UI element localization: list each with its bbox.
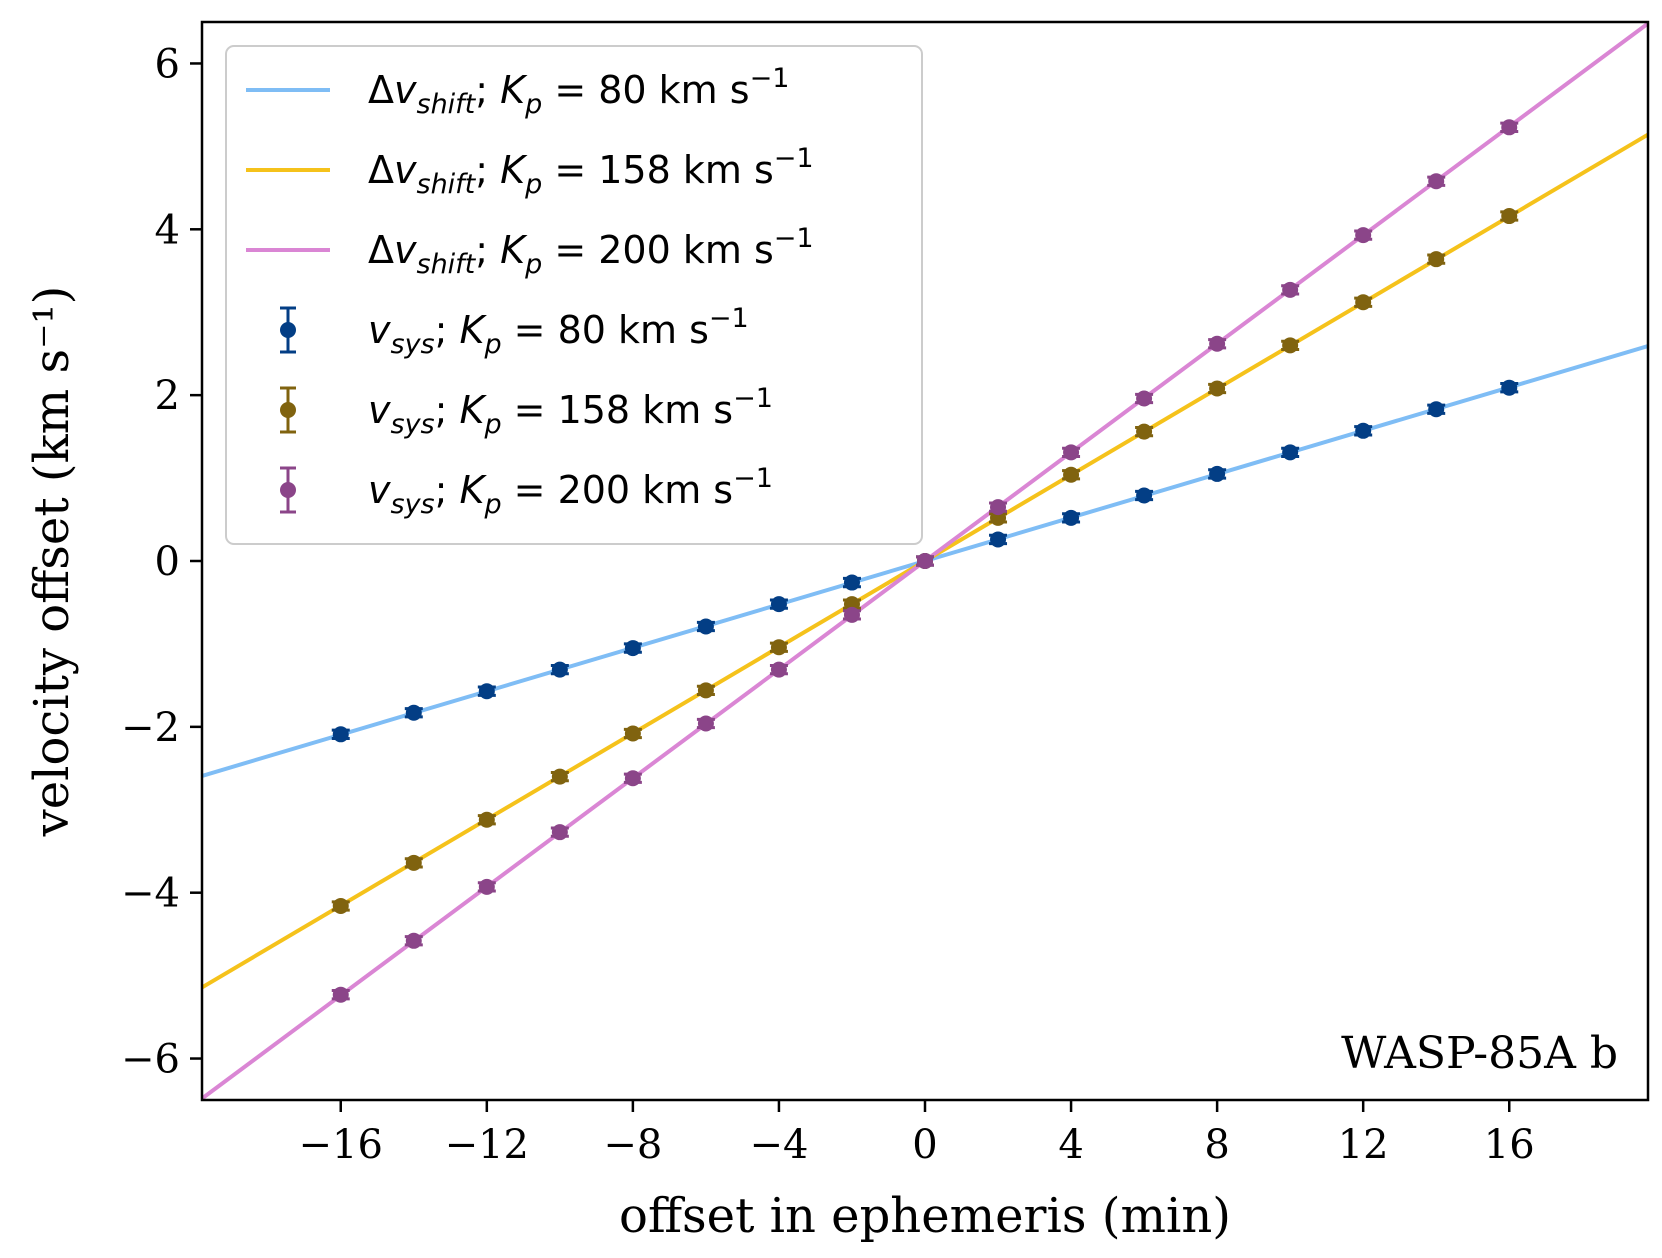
data-point bbox=[1427, 173, 1446, 190]
data-point bbox=[696, 682, 715, 699]
data-point bbox=[1208, 380, 1227, 397]
data-point bbox=[916, 553, 934, 569]
data-point bbox=[623, 770, 642, 787]
legend-entry: Δvshift; Kp = 80 km s−1 bbox=[246, 63, 789, 120]
data-point bbox=[1281, 444, 1300, 461]
data-point bbox=[1208, 335, 1227, 352]
y-tick-label: 6 bbox=[155, 41, 180, 87]
data-point bbox=[550, 661, 569, 678]
data-point bbox=[1500, 119, 1519, 136]
legend-label: Δvshift; Kp = 158 km s−1 bbox=[368, 143, 814, 200]
data-point bbox=[477, 878, 496, 895]
legend-label: Δvshift; Kp = 80 km s−1 bbox=[368, 63, 789, 120]
x-tick-label: −8 bbox=[603, 1122, 662, 1168]
data-point bbox=[623, 640, 642, 657]
planet-annotation: WASP-85A b bbox=[1341, 1028, 1618, 1079]
data-point bbox=[404, 854, 423, 871]
x-tick-label: −16 bbox=[299, 1122, 383, 1168]
x-tick-label: −4 bbox=[749, 1122, 808, 1168]
data-point bbox=[550, 768, 569, 785]
data-point bbox=[769, 661, 788, 678]
data-point bbox=[769, 596, 788, 613]
data-point bbox=[477, 811, 496, 828]
data-point bbox=[477, 683, 496, 700]
legend-entry: vsys; Kp = 158 km s−1 bbox=[280, 383, 773, 440]
data-point bbox=[331, 897, 350, 914]
data-point bbox=[331, 986, 350, 1003]
data-point bbox=[1062, 509, 1081, 526]
data-point bbox=[404, 704, 423, 721]
data-point bbox=[404, 932, 423, 949]
axis-ticks: −16 −12 −8 −4 0 4 8 12 16 −6 −4 −2 0 2 4 6 bbox=[121, 41, 1535, 1168]
y-tick-label: 4 bbox=[155, 207, 180, 253]
data-point bbox=[989, 499, 1008, 516]
x-tick-label: 12 bbox=[1338, 1122, 1389, 1168]
x-tick-label: −12 bbox=[445, 1122, 529, 1168]
legend-label: vsys; Kp = 158 km s−1 bbox=[368, 383, 773, 440]
data-point bbox=[623, 725, 642, 742]
legend-entry: vsys; Kp = 200 km s−1 bbox=[280, 463, 773, 520]
legend: Δvshift; Kp = 80 km s−1 Δvshift; Kp = 158… bbox=[225, 45, 923, 545]
x-axis-title: offset in ephemeris (min) bbox=[619, 1188, 1231, 1244]
data-point bbox=[1062, 466, 1081, 483]
legend-label: vsys; Kp = 80 km s−1 bbox=[368, 303, 749, 360]
legend-marker-swatch bbox=[280, 482, 296, 498]
data-point bbox=[1135, 423, 1154, 440]
x-tick-label: 16 bbox=[1484, 1122, 1535, 1168]
data-point bbox=[1427, 251, 1446, 268]
data-point bbox=[1500, 208, 1519, 225]
y-axis-title: velocity offset (km s⁻¹) bbox=[24, 286, 80, 838]
data-point bbox=[1281, 281, 1300, 298]
data-point bbox=[550, 824, 569, 841]
data-point bbox=[1354, 422, 1373, 439]
data-point bbox=[696, 618, 715, 635]
legend-box bbox=[225, 45, 923, 545]
data-point bbox=[1062, 444, 1081, 461]
data-point bbox=[331, 726, 350, 743]
data-point bbox=[1135, 487, 1154, 504]
data-point bbox=[1135, 390, 1154, 407]
x-tick-label: 4 bbox=[1058, 1122, 1083, 1168]
y-tick-label: 2 bbox=[155, 373, 180, 419]
legend-entry: Δvshift; Kp = 200 km s−1 bbox=[246, 223, 814, 280]
data-point bbox=[1281, 337, 1300, 354]
legend-marker-swatch bbox=[280, 402, 296, 418]
data-point bbox=[842, 574, 861, 591]
data-points bbox=[331, 119, 1519, 1003]
legend-label: vsys; Kp = 200 km s−1 bbox=[368, 463, 773, 520]
y-tick-label: −6 bbox=[121, 1037, 180, 1083]
data-point bbox=[842, 606, 861, 623]
x-tick-label: 8 bbox=[1204, 1122, 1229, 1168]
legend-entry: vsys; Kp = 80 km s−1 bbox=[280, 303, 749, 360]
legend-entry: Δvshift; Kp = 158 km s−1 bbox=[246, 143, 814, 200]
y-tick-label: −4 bbox=[121, 871, 180, 917]
data-point bbox=[769, 639, 788, 656]
data-point bbox=[1500, 379, 1519, 396]
legend-label: Δvshift; Kp = 200 km s−1 bbox=[368, 223, 814, 280]
y-tick-label: 0 bbox=[155, 539, 180, 585]
y-tick-label: −2 bbox=[121, 705, 180, 751]
data-point bbox=[1208, 465, 1227, 482]
data-point bbox=[696, 715, 715, 732]
x-tick-label: 0 bbox=[912, 1122, 937, 1168]
legend-marker-swatch bbox=[280, 322, 296, 338]
data-point bbox=[989, 531, 1008, 548]
data-point bbox=[1427, 401, 1446, 418]
data-point bbox=[1354, 294, 1373, 311]
data-point bbox=[1354, 227, 1373, 244]
